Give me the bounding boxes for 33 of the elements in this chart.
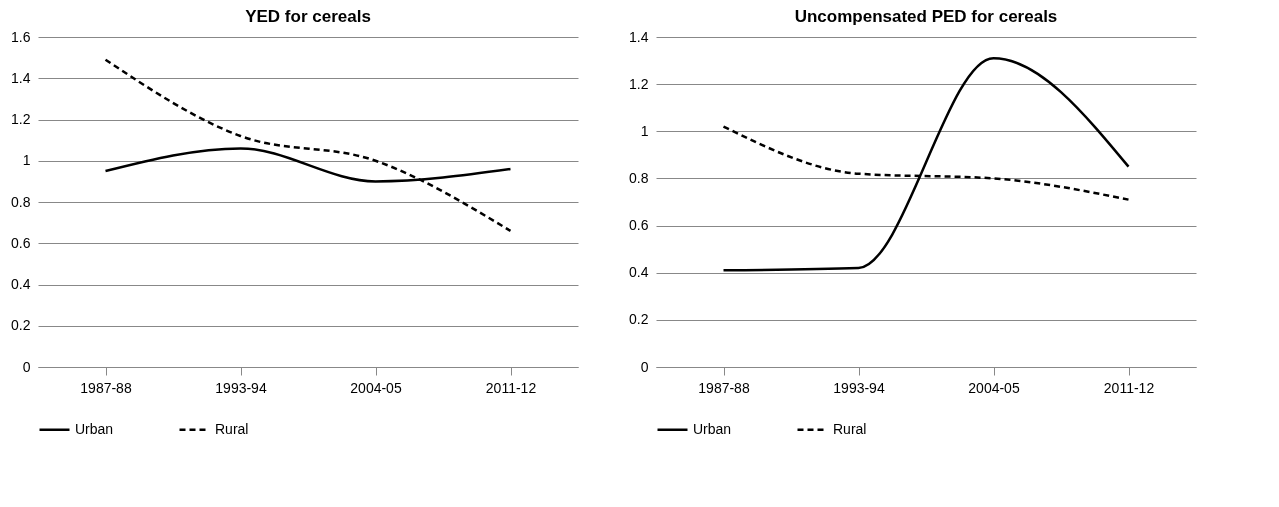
y-tick-label: 0.6	[11, 234, 31, 251]
y-tick-label: 1.4	[629, 28, 649, 45]
y-tick-label: 0.8	[629, 169, 649, 186]
y-tick-label: 0.4	[11, 276, 31, 292]
legend-label: Urban	[75, 420, 114, 437]
chart-title: YED for cereals	[245, 7, 371, 26]
y-tick-label: 1	[22, 152, 31, 169]
x-tick-label: 2011-12	[485, 379, 537, 396]
x-tick-label: 2004-05	[350, 379, 402, 396]
y-tick-label: 0.6	[629, 217, 649, 234]
y-tick-label: 1.2	[11, 111, 31, 127]
y-tick-label: 1.2	[629, 75, 649, 92]
y-tick-label: 0	[22, 358, 31, 375]
y-tick-label: 0.2	[11, 317, 31, 334]
y-tick-label: 1.6	[11, 28, 31, 45]
x-tick-label: 1987-88	[80, 379, 132, 396]
x-tick-label: 1987-88	[698, 379, 750, 396]
x-tick-label: 1993-94	[833, 379, 885, 396]
line-series	[104, 58, 512, 233]
legend-label: Rural	[833, 420, 867, 437]
x-tick-label: 1993-94	[215, 379, 267, 396]
y-tick-label: 0.2	[629, 311, 649, 328]
y-tick-label: 1	[640, 122, 649, 139]
line-series	[722, 56, 1130, 272]
x-tick-label: 2011-12	[1103, 379, 1155, 396]
chart-title: Uncompensated PED for cereals	[794, 7, 1058, 26]
legend-label: Urban	[693, 420, 732, 437]
y-tick-label: 1.4	[11, 69, 31, 86]
x-tick-label: 2004-05	[968, 379, 1020, 396]
y-tick-label: 0.8	[11, 193, 31, 210]
legend-label: Rural	[215, 420, 249, 437]
y-tick-label: 0.4	[629, 264, 649, 281]
y-tick-label: 0	[640, 358, 649, 375]
